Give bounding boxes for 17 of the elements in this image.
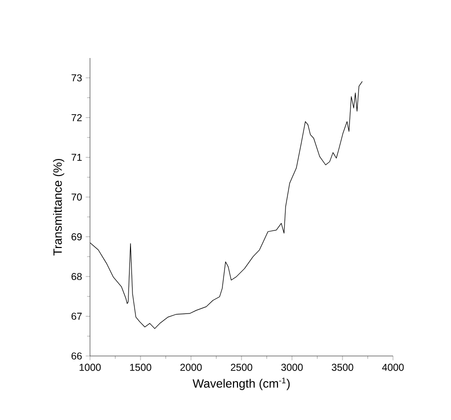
x-tick-label: 1000 (80, 364, 101, 371)
x-tick-label: 3000 (281, 364, 303, 371)
x-tick-label: 2000 (180, 364, 202, 371)
y-tick-label: 66 (72, 352, 82, 360)
y-axis-title: Transmittance (%) (53, 158, 64, 256)
x-tick-label: 4000 (382, 364, 404, 371)
y-tick-label: 67 (72, 312, 82, 320)
y-tick-label: 70 (72, 194, 82, 201)
x-tick-label: 2500 (230, 364, 252, 371)
x-tick-label: 3500 (332, 364, 354, 371)
x-axis-title: Wavelength (cm$^{-1}$) (192, 378, 290, 390)
y-tick-label: 69 (72, 233, 82, 240)
x-tick-label: 1500 (130, 364, 152, 371)
y-tick-label: 71 (72, 154, 82, 161)
y-tick-label: 68 (72, 272, 82, 280)
y-tick-label: 72 (72, 114, 82, 122)
y-tick-label: 73 (72, 74, 82, 82)
